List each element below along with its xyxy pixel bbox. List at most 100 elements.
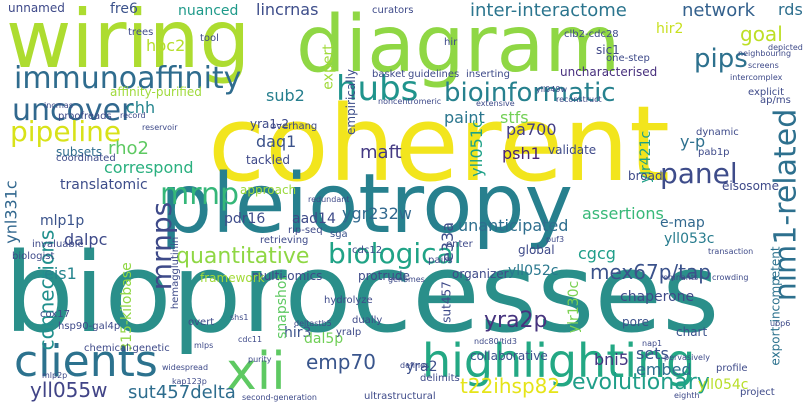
word-tool: tool — [200, 33, 219, 44]
word-intercomplex: intercomplex — [730, 73, 783, 82]
word-broad: broad — [628, 169, 663, 183]
word-deltastb5: deltastb5 — [294, 319, 332, 328]
word-protrude: protrude — [358, 269, 410, 283]
word-lincrnas: lincrnas — [256, 0, 319, 19]
word-hir: hir — [444, 37, 458, 48]
word-cdc11: cdc11 — [238, 335, 263, 344]
word-shs1: shs1 — [230, 313, 249, 322]
word-collaborative: collaborative — [470, 349, 548, 363]
word-ap-ms: ap/ms — [760, 95, 791, 106]
word-framework: framework — [200, 271, 265, 285]
word-yralp: yralp — [336, 327, 362, 338]
word-goal: goal — [740, 22, 783, 46]
word-nuanced: nuanced — [178, 3, 239, 19]
word-biologist: biologist — [12, 251, 55, 262]
word-explicit: explicit — [748, 87, 784, 98]
word-chart: chart — [676, 325, 708, 339]
word-ynl331c: ynl331c — [1, 180, 21, 244]
word-bioinformatic: bioinformatic — [444, 78, 616, 108]
word-rip-seq: rip-seq — [288, 225, 323, 236]
word-inserting: inserting — [466, 69, 510, 80]
word-overhang: overhang — [270, 121, 318, 132]
word-redundant: redundant — [308, 195, 350, 204]
word-uncharacterised: uncharacterised — [560, 65, 658, 79]
word-depicted: depicted — [768, 43, 803, 52]
word-hpc2: hpc2 — [146, 36, 186, 55]
word-pdr16: pdr16 — [224, 211, 266, 227]
word-chaperone: chaperone — [620, 289, 695, 305]
word-unnamed: unnamed — [8, 1, 65, 15]
word-mlp2p: mlp2p — [42, 371, 68, 380]
word-mrnp: mrnp — [160, 177, 240, 212]
word-snapshot: snapshot — [273, 275, 290, 339]
word-chemical-genetic: chemical-genetic — [84, 343, 170, 354]
word-project: project — [740, 387, 775, 398]
word-aad14: aad14 — [292, 211, 336, 227]
word-yll049w: yll049w — [536, 85, 567, 94]
word-ygr232w: ygr232w — [342, 204, 412, 223]
word-biological: biological — [328, 237, 462, 270]
word-embed: embed — [636, 360, 692, 379]
word-translatomic: translatomic — [60, 177, 148, 193]
word-dalpc: dalpc — [64, 230, 108, 249]
word-reconstruct: reconstruct — [556, 95, 602, 104]
word-global: global — [518, 243, 555, 257]
word-guidelines: guidelines — [408, 69, 460, 80]
word-overt: overt — [188, 317, 215, 328]
word-uncover: uncover — [12, 93, 134, 128]
word-screens: screens — [748, 61, 779, 70]
word-enter: enter — [446, 239, 473, 250]
word-wiring: wiring — [6, 0, 251, 86]
word-yll052c: yll052c — [508, 263, 559, 279]
word-trees: trees — [128, 27, 154, 38]
word-tackled: tackled — [246, 153, 290, 167]
word-expert: expert — [320, 44, 337, 90]
word-record: record — [120, 111, 146, 120]
word-pairs: pairs — [428, 255, 453, 266]
word-sga: sga — [330, 229, 348, 240]
word-neighbouring: neighbouring — [738, 49, 792, 58]
word-yll055w: yll055w — [30, 378, 108, 402]
word-rho2: rho2 — [108, 138, 149, 159]
word-ubp6: ubp6 — [770, 319, 791, 328]
word-clients: clients — [14, 336, 158, 387]
word-network: network — [682, 0, 756, 21]
word-hir3: hir3 — [284, 325, 312, 341]
word-315-kilobase: 315-kilobase — [118, 262, 135, 352]
word-xii: xii — [226, 342, 286, 402]
word-eisosome: eisosome — [722, 179, 779, 193]
word-assertions: assertions — [582, 204, 664, 223]
word-one-step: one-step — [606, 53, 650, 64]
word-proofreads: proofreads — [58, 111, 112, 122]
word-validate: validate — [548, 143, 597, 157]
word-clb2-cdc28: clb2-cdc28 — [564, 29, 619, 40]
word-empirically: empirically — [344, 68, 359, 136]
word-psh1: psh1 — [502, 144, 541, 163]
word-pore: pore — [622, 315, 650, 329]
word-bni5: bni5 — [594, 350, 629, 369]
word-kap123p: kap123p — [172, 377, 207, 386]
word-curators: curators — [372, 5, 414, 16]
word-bioprocesses: bioprocesses — [4, 229, 720, 357]
word-ultrastructural: ultrastructural — [364, 391, 436, 402]
word-coordinated: coordinated — [56, 153, 116, 164]
word-pleiotropy: pleiotropy — [160, 157, 574, 252]
word-cox17: cox17 — [40, 309, 70, 320]
word-pervasively: pervasively — [664, 353, 710, 362]
word-basket: basket — [372, 69, 406, 80]
word-mlps: mlps — [194, 341, 214, 350]
word-ylr130c: ylr130c — [566, 280, 583, 334]
word-hir2: hir2 — [656, 21, 684, 37]
word-e-map: e-map — [660, 215, 705, 231]
word-inter-interactome: inter-interactome — [470, 0, 627, 21]
word-incrnas: incrnas — [44, 101, 73, 110]
word-organizer: organizer — [452, 267, 509, 281]
word-t22ihsp82: t22ihsp82 — [460, 374, 561, 398]
word-hsp90-gal4p: hsp90-gal4p — [58, 321, 121, 332]
word-dually: dually — [352, 315, 383, 326]
word-immunoaffinity: immunoaffinity — [14, 61, 242, 96]
word-puf3: puf3 — [546, 235, 565, 244]
word-affinity-purified: affinity-purified — [110, 85, 202, 99]
word-daq1: daq1 — [256, 132, 297, 151]
